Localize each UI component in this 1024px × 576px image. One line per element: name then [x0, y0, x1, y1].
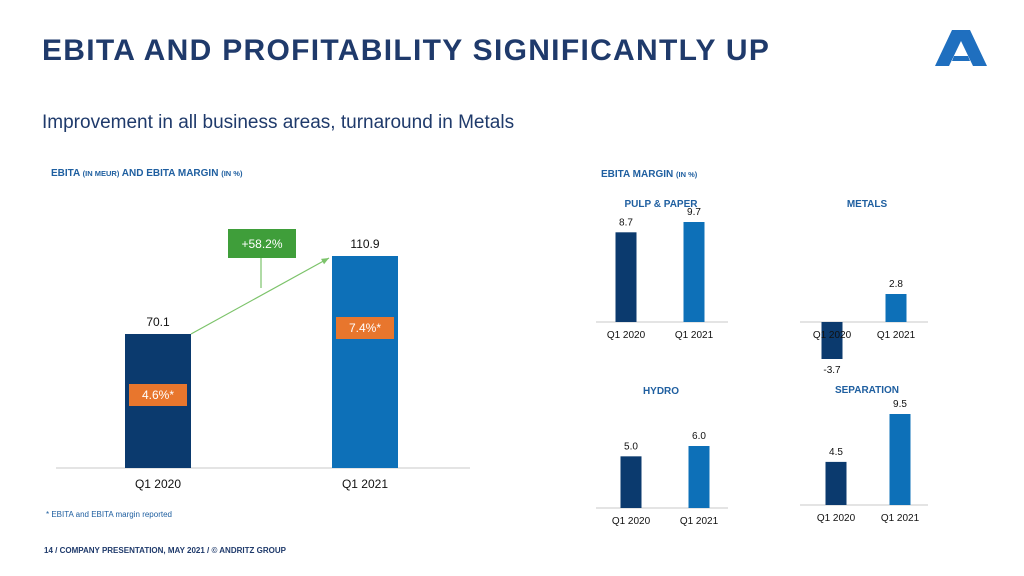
growth-box: [228, 229, 296, 258]
ebita-category-label: Q1 2020: [135, 477, 181, 491]
metals-bar: [821, 322, 843, 359]
hydro-chart-title: HYDRO: [643, 386, 679, 397]
footnote: * EBITA and EBITA margin reported: [46, 510, 172, 519]
growth-arrow-line: [190, 257, 330, 335]
hydro-category-label: Q1 2020: [612, 516, 651, 527]
ebita-margin-label: 4.6%*: [142, 388, 174, 402]
ebita-margin-section-label: EBITA MARGIN (IN %): [601, 169, 698, 180]
ebita-margin-box: [336, 317, 394, 339]
separation-bar: [889, 414, 911, 505]
metals-category-label: Q1 2021: [877, 330, 916, 341]
hydro-bar: [620, 456, 642, 508]
pulp-value-label: 9.7: [687, 207, 701, 218]
separation-value-label: 9.5: [893, 399, 907, 410]
ebita-margin-label: 7.4%*: [349, 321, 381, 335]
pulp-value-label: 8.7: [619, 217, 633, 228]
pulp-category-label: Q1 2020: [607, 330, 646, 341]
separation-chart-title: SEPARATION: [835, 385, 899, 396]
metals-chart-title: METALS: [847, 199, 888, 210]
separation-bar: [825, 461, 847, 505]
metals-value-label: -3.7: [823, 365, 841, 376]
ebita-value-label: 110.9: [350, 237, 379, 251]
ebita-margin-box: [129, 384, 187, 406]
separation-category-label: Q1 2020: [817, 513, 856, 524]
separation-value-label: 4.5: [829, 447, 843, 458]
pulp-category-label: Q1 2021: [675, 330, 714, 341]
hydro-value-label: 6.0: [692, 431, 706, 442]
slide-footer: 14 / COMPANY PRESENTATION, MAY 2021 / © …: [44, 546, 286, 555]
metals-bar: [885, 294, 907, 322]
ebita-value-label: 70.1: [146, 315, 170, 329]
metals-category-label: Q1 2020: [813, 330, 852, 341]
ebita-category-label: Q1 2021: [342, 477, 388, 491]
pulp-bar: [683, 222, 705, 322]
hydro-category-label: Q1 2021: [680, 516, 719, 527]
hydro-bar: [688, 446, 710, 508]
growth-arrow-head: [321, 258, 329, 265]
ebita-bar: [332, 256, 398, 468]
pulp-bar: [615, 232, 637, 322]
separation-category-label: Q1 2021: [881, 513, 920, 524]
metals-value-label: 2.8: [889, 279, 903, 290]
slide-subtitle: Improvement in all business areas, turna…: [42, 112, 515, 133]
hydro-value-label: 5.0: [624, 441, 638, 452]
pulp-chart-title: PULP & PAPER: [625, 199, 699, 210]
ebita-chart-label: EBITA (IN MEUR) AND EBITA MARGIN (IN %): [51, 168, 243, 179]
andritz-logo-icon: [935, 30, 987, 66]
slide-title: EBITA AND PROFITABILITY SIGNIFICANTLY UP: [42, 34, 771, 67]
growth-label: +58.2%: [241, 237, 282, 251]
